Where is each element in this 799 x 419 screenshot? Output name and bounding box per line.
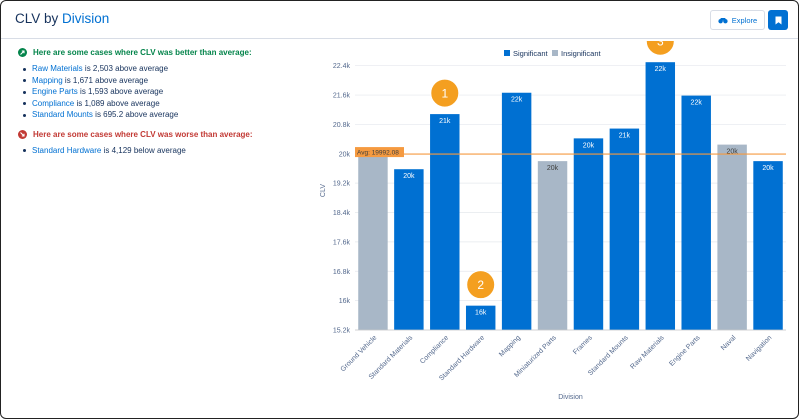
x-tick-label: Raw Materials bbox=[629, 334, 666, 371]
bar-data-label: 20k bbox=[762, 165, 774, 172]
x-tick-label: Standard Mounts bbox=[587, 334, 630, 377]
x-tick-label: Mapping bbox=[498, 334, 522, 358]
insights-list: Here are some cases where CLV was better… bbox=[18, 48, 318, 166]
page-title: CLV by Division bbox=[15, 11, 109, 26]
bar[interactable] bbox=[681, 95, 711, 330]
legend-swatch-insignificant bbox=[552, 50, 558, 56]
y-tick-label: 17.6k bbox=[333, 239, 351, 246]
trend-down-icon bbox=[18, 129, 27, 139]
bar-data-label: 22k bbox=[511, 97, 523, 104]
bar-data-label: 20k bbox=[583, 142, 595, 149]
list-item: Mapping is 1,671 above average bbox=[22, 75, 318, 87]
callout-marker bbox=[430, 78, 460, 108]
bar[interactable] bbox=[645, 62, 676, 330]
bar[interactable] bbox=[573, 138, 604, 330]
explore-button[interactable]: Explore bbox=[710, 10, 765, 30]
bar[interactable] bbox=[501, 92, 532, 330]
division-link[interactable]: Mapping bbox=[32, 75, 63, 85]
bar-data-label: 21k bbox=[619, 133, 631, 140]
delta-text: is 695.2 above average bbox=[92, 110, 179, 120]
y-tick-label: 15.2k bbox=[333, 328, 351, 335]
bar[interactable] bbox=[430, 114, 460, 330]
legend: Significant Insignificant bbox=[504, 49, 602, 58]
y-tick-label: 18.4k bbox=[333, 210, 351, 217]
y-axis-label: CLV bbox=[320, 184, 327, 197]
list-item: Engine Parts is 1,593 above average bbox=[22, 86, 318, 98]
legend-label-insignificant: Insignificant bbox=[561, 49, 602, 58]
legend-swatch-significant bbox=[504, 50, 510, 56]
y-tick-label: 21.6k bbox=[333, 93, 351, 100]
y-tick-label: 16k bbox=[339, 298, 351, 305]
division-link[interactable]: Raw Materials bbox=[32, 64, 83, 73]
trend-up-icon bbox=[18, 48, 27, 57]
x-axis-label: Division bbox=[558, 394, 583, 401]
explore-label: Explore bbox=[731, 15, 758, 25]
delta-text: is 1,593 above average bbox=[77, 87, 164, 97]
clv-bar-chart: Significant Insignificant 15.2k 16k 16.8k 17.… bbox=[320, 41, 786, 401]
average-label: Avg: 19992.08 bbox=[357, 150, 399, 157]
bar-data-label: 22k bbox=[691, 100, 703, 107]
delta-text: is 1,089 above average bbox=[74, 98, 160, 108]
panel-header: CLV by Division Explore bbox=[1, 1, 798, 39]
legend-label-significant: Significant bbox=[513, 49, 549, 58]
bar[interactable] bbox=[465, 305, 496, 330]
callout-marker bbox=[466, 270, 496, 300]
bar-data-label: 21k bbox=[439, 118, 451, 125]
bar[interactable] bbox=[717, 144, 747, 330]
worse-list: Standard Hardware is 4,129 below average bbox=[22, 145, 318, 157]
callout-marker-number: 1 bbox=[441, 86, 448, 100]
delta-text: is 4,129 below average bbox=[101, 145, 186, 155]
bar[interactable] bbox=[358, 154, 388, 330]
binoculars-icon bbox=[718, 17, 728, 23]
bookmark-button[interactable] bbox=[768, 10, 788, 30]
x-tick-label: Navigation bbox=[745, 334, 773, 362]
delta-text: is 1,671 above average bbox=[62, 75, 149, 85]
bar-data-label: 16k bbox=[475, 310, 487, 317]
division-link[interactable]: Standard Mounts bbox=[32, 110, 93, 120]
list-item: Raw Materials is 2,503 above average bbox=[22, 63, 318, 75]
y-tick-label: 19.2k bbox=[333, 181, 351, 188]
title-prefix: CLV by bbox=[15, 11, 63, 26]
bar-data-label: 22k bbox=[655, 66, 667, 73]
y-tick-label: 16.8k bbox=[333, 269, 351, 276]
x-tick-label: Engine Parts bbox=[668, 334, 702, 368]
y-tick-label: 22.4k bbox=[333, 63, 351, 70]
callout-marker bbox=[645, 41, 675, 56]
x-tick-label: Compliance bbox=[419, 334, 450, 365]
title-division-link[interactable]: Division bbox=[62, 11, 110, 26]
list-item: Compliance is 1,089 above average bbox=[22, 98, 318, 110]
worse-than-average-heading: Here are some cases where CLV was worse … bbox=[18, 129, 318, 139]
list-item: Standard Mounts is 695.2 above average bbox=[22, 109, 318, 121]
better-list: Raw Materials is 2,503 above average Map… bbox=[22, 63, 318, 121]
x-tick-label: Frames bbox=[572, 334, 594, 356]
x-tick-label: Ground Vehicle bbox=[340, 334, 379, 373]
bar-data-label: 20k bbox=[403, 173, 415, 180]
bar[interactable] bbox=[753, 161, 783, 330]
division-link[interactable]: Standard Hardware bbox=[32, 145, 102, 155]
bar-data-label: 20k bbox=[547, 165, 559, 172]
better-heading-text: Here are some cases where CLV was better… bbox=[33, 48, 252, 57]
bookmark-icon bbox=[775, 16, 781, 24]
callout-marker-number: 3 bbox=[657, 41, 664, 48]
y-tick-label: 20k bbox=[339, 151, 351, 158]
worse-heading-text: Here are some cases where CLV was worse … bbox=[33, 129, 253, 139]
division-link[interactable]: Engine Parts bbox=[32, 87, 78, 97]
delta-text: is 2,503 above average bbox=[82, 64, 169, 73]
bar[interactable] bbox=[609, 128, 640, 330]
division-link[interactable]: Compliance bbox=[32, 98, 75, 108]
bar-data-label: 20k bbox=[726, 149, 738, 156]
bar[interactable] bbox=[394, 169, 424, 330]
x-tick-label: Naval bbox=[720, 334, 738, 352]
bar[interactable] bbox=[537, 161, 568, 330]
y-tick-label: 20.8k bbox=[333, 122, 351, 129]
better-than-average-heading: Here are some cases where CLV was better… bbox=[18, 48, 318, 57]
average-label-box bbox=[355, 147, 404, 158]
callout-marker-number: 2 bbox=[477, 278, 484, 292]
list-item: Standard Hardware is 4,129 below average bbox=[22, 145, 318, 157]
